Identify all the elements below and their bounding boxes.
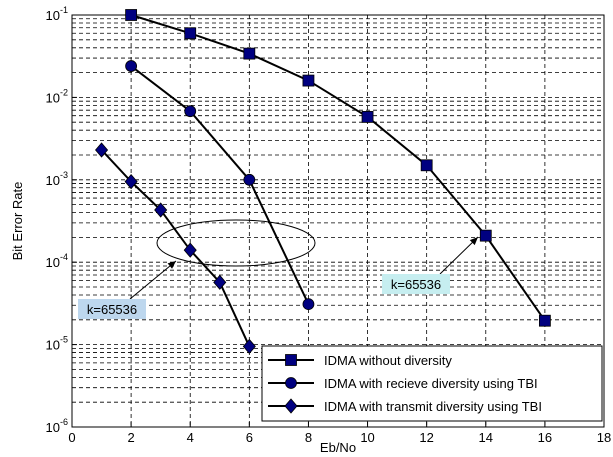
- legend-label: IDMA without diversity: [324, 353, 452, 368]
- data-point: [154, 202, 168, 218]
- data-point: [361, 110, 374, 123]
- annotation-label: k=65536: [87, 302, 137, 317]
- y-tick-label: 10-5: [46, 335, 68, 353]
- y-axis-label: Bit Error Rate: [10, 182, 25, 261]
- annotation-label: k=65536: [391, 277, 441, 292]
- data-point: [243, 47, 256, 60]
- annotation-arrow: [129, 260, 177, 300]
- x-tick-label: 2: [127, 430, 134, 445]
- annotation-box: [78, 299, 146, 319]
- annotations: k=65536 k=65536: [78, 219, 479, 319]
- data-point: [184, 27, 197, 40]
- data-point: [302, 298, 315, 311]
- series-2: [125, 60, 315, 311]
- x-tick-label: 16: [538, 430, 552, 445]
- data-point: [213, 274, 227, 290]
- y-tick-label: 10-2: [46, 87, 68, 105]
- y-tick-label: 10-1: [46, 5, 68, 23]
- series-lines: [95, 9, 551, 355]
- annotation-arrowhead: [167, 261, 176, 269]
- data-point: [302, 74, 315, 87]
- annotation-2: k=65536: [382, 236, 479, 294]
- data-point: [124, 174, 138, 190]
- annotation-box: [382, 274, 450, 294]
- data-point: [242, 338, 256, 355]
- x-tick-label: 8: [305, 430, 312, 445]
- legend-entry-3: IDMA with transmit diversity using TBI: [268, 398, 542, 414]
- axis-ticks: 0 2 4 6 8 10 12 14 16 18 10-6 10-5 10-4 10-3 10-2 10-1: [46, 5, 612, 445]
- series-line: [100, 149, 251, 347]
- legend: IDMA without diversity IDMA with recieve …: [261, 345, 603, 422]
- series-3: [95, 142, 256, 355]
- y-tick-label: 10-3: [46, 170, 68, 188]
- series-line: [130, 14, 546, 322]
- data-point: [243, 173, 256, 186]
- legend-label: IDMA with recieve diversity using TBI: [324, 376, 538, 391]
- x-axis-label: Eb/No: [320, 440, 356, 455]
- data-point: [184, 105, 197, 118]
- data-point: [95, 142, 109, 158]
- legend-marker: [284, 398, 298, 414]
- legend-box: [261, 345, 603, 422]
- y-tick-label: 10-4: [46, 252, 68, 270]
- data-point: [420, 159, 433, 172]
- data-point: [479, 229, 492, 242]
- x-tick-label: 18: [597, 430, 611, 445]
- data-point: [125, 60, 138, 72]
- highlight-ellipse: [156, 219, 316, 267]
- plot-frame: [71, 14, 605, 428]
- legend-marker: [285, 354, 297, 366]
- legend-label: IDMA with transmit diversity using TBI: [324, 399, 542, 414]
- legend-entry-2: IDMA with recieve diversity using TBI: [268, 376, 538, 391]
- legend-marker: [285, 377, 297, 389]
- x-tick-label: 12: [419, 430, 433, 445]
- x-tick-label: 6: [246, 430, 253, 445]
- series-line: [130, 65, 310, 305]
- data-point: [183, 242, 197, 258]
- x-tick-label: 10: [360, 430, 374, 445]
- data-point: [538, 314, 551, 327]
- series-1: [125, 9, 551, 327]
- x-tick-label: 14: [479, 430, 493, 445]
- annotation-arrowhead: [469, 237, 478, 246]
- y-tick-label: 10-6: [46, 417, 68, 435]
- legend-entry-1: IDMA without diversity: [268, 353, 452, 368]
- x-tick-label: 0: [68, 430, 75, 445]
- data-point: [125, 9, 138, 21]
- annotation-1: k=65536: [78, 260, 177, 319]
- annotation-arrow: [439, 236, 479, 275]
- x-tick-label: 4: [187, 430, 194, 445]
